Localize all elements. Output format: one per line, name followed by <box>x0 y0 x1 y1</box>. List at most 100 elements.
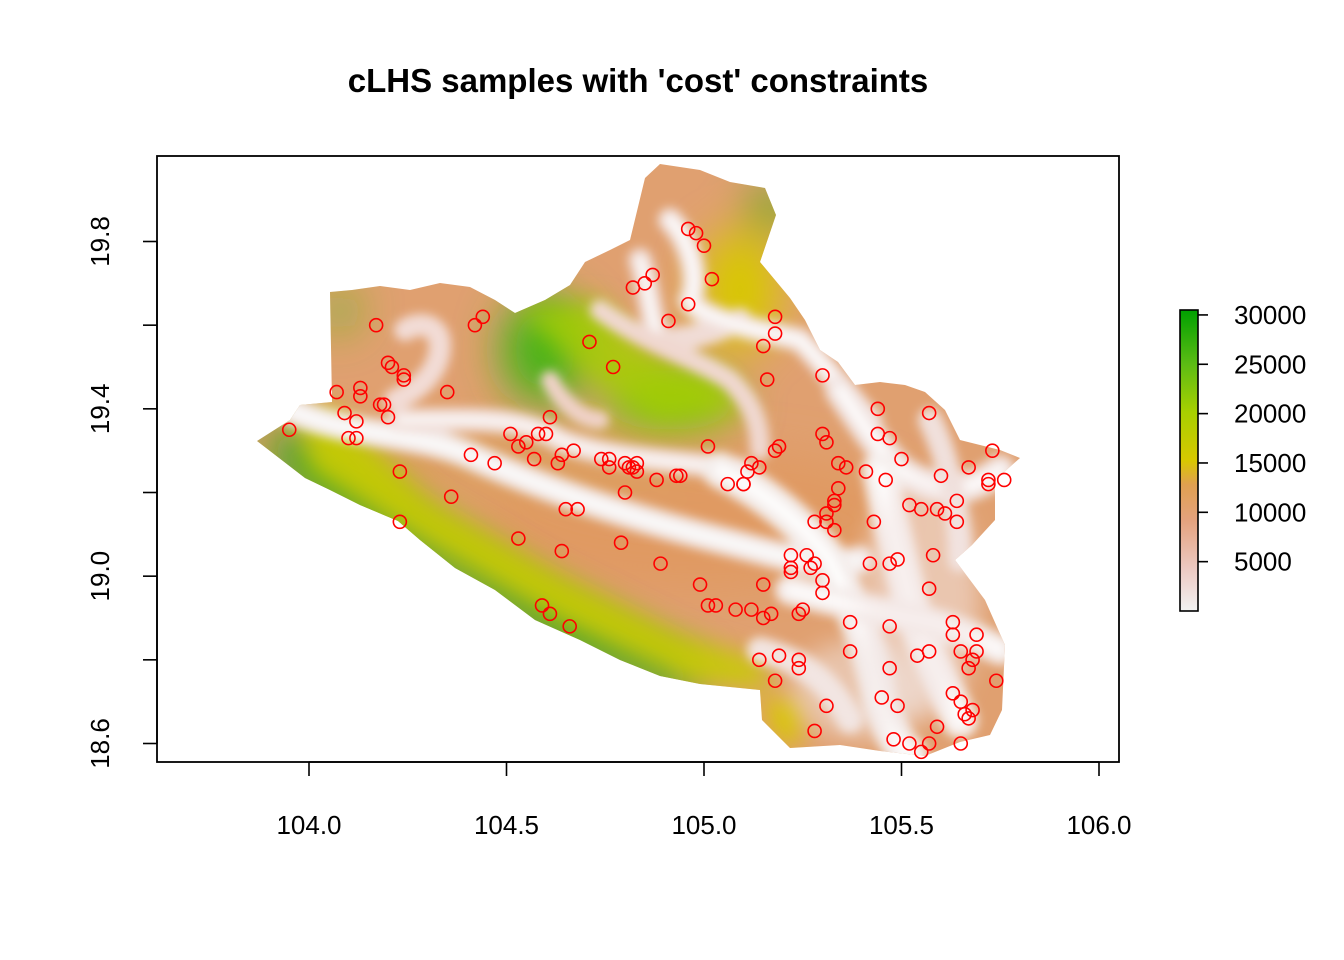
sample-point <box>384 359 400 375</box>
sample-point <box>838 460 854 475</box>
y-tick-label: 19.8 <box>85 216 115 267</box>
sample-point <box>921 405 937 421</box>
sample-point <box>755 577 771 592</box>
sample-point <box>349 414 364 429</box>
sample-point <box>830 455 846 471</box>
sample-point <box>767 443 783 458</box>
sample-point <box>653 556 668 571</box>
sample-point <box>819 514 834 530</box>
sample-point <box>617 455 633 471</box>
sample-point <box>463 447 479 463</box>
sample-point <box>981 476 996 492</box>
sample-point <box>996 472 1012 488</box>
sample-point <box>945 627 961 643</box>
legend-tick-label: 5000 <box>1234 547 1292 577</box>
sample-point <box>601 460 617 475</box>
legend-colorbar <box>1179 309 1199 612</box>
plot-title: cLHS samples with 'cost' constraints <box>348 62 929 99</box>
x-tick-label: 104.0 <box>276 810 341 840</box>
sample-point <box>862 556 878 571</box>
sample-point <box>526 451 542 467</box>
sample-point <box>629 455 645 471</box>
x-tick-label: 105.5 <box>869 810 934 840</box>
sample-point <box>281 422 297 438</box>
sample-point <box>368 317 384 333</box>
y-tick-label: 18.6 <box>85 718 115 769</box>
sample-point <box>988 673 1004 689</box>
sample-point <box>913 501 929 517</box>
sample-point <box>783 560 799 576</box>
sample-point <box>815 426 830 442</box>
sample-point <box>945 685 961 701</box>
sample-point <box>886 732 901 747</box>
sample-point <box>550 455 566 471</box>
sample-point <box>439 384 455 400</box>
sample-point <box>961 460 976 475</box>
sample-point <box>637 276 653 291</box>
color-legend: 30000 25000 20000 15000 10000 5000 <box>1179 300 1306 612</box>
sample-point <box>680 296 696 312</box>
sample-point <box>554 543 570 559</box>
sample-point <box>913 744 929 760</box>
sample-point <box>443 489 459 504</box>
sample-point <box>969 627 984 643</box>
sample-point <box>349 430 364 446</box>
sample-point <box>953 644 969 659</box>
sample-point <box>878 472 894 488</box>
sample-point <box>329 384 344 400</box>
sample-point <box>380 409 396 425</box>
sample-point <box>570 501 585 517</box>
sample-point <box>605 359 621 375</box>
sample-point <box>949 514 965 530</box>
sample-point <box>558 501 574 517</box>
sample-point <box>953 736 969 751</box>
legend-tick-label: 25000 <box>1234 349 1306 379</box>
sample-point <box>925 547 941 563</box>
sample-point <box>467 317 483 333</box>
sample-point <box>538 426 554 442</box>
sample-point <box>767 673 783 689</box>
sample-point <box>771 648 787 663</box>
sample-point <box>720 476 736 492</box>
sample-point <box>870 401 886 417</box>
sample-point <box>759 372 775 387</box>
sample-point <box>807 514 822 530</box>
sample-point <box>937 506 953 521</box>
sample-point <box>692 577 708 592</box>
sample-point <box>751 652 767 668</box>
sample-point <box>542 409 558 425</box>
legend-tick-label: 10000 <box>1234 497 1306 527</box>
sample-point <box>755 338 771 354</box>
legend-tick-label: 30000 <box>1234 300 1306 330</box>
sample-point <box>392 464 408 479</box>
sample-point <box>830 481 846 496</box>
sample-point <box>981 472 996 488</box>
sample-point <box>921 644 937 659</box>
sample-point <box>629 464 645 479</box>
sample-point <box>890 698 905 714</box>
sample-point <box>372 397 388 412</box>
sample-point <box>728 602 743 617</box>
sample-point <box>819 506 834 521</box>
sample-point <box>815 368 830 383</box>
sample-point <box>353 388 368 404</box>
sample-point <box>392 514 408 530</box>
sample-point <box>744 455 759 471</box>
sample-point <box>704 271 720 287</box>
sample-point <box>961 711 976 726</box>
sample-points <box>281 221 1012 760</box>
sample-point <box>672 468 688 484</box>
sample-point <box>827 522 842 538</box>
sample-point <box>985 443 1000 458</box>
sample-point <box>700 598 716 613</box>
sample-point <box>807 723 822 739</box>
sample-point <box>542 606 558 622</box>
sample-point <box>819 698 834 714</box>
sample-point <box>894 451 909 467</box>
sample-point <box>803 560 818 576</box>
sample-point <box>487 455 502 471</box>
sample-point <box>511 439 526 454</box>
sample-point <box>341 430 356 446</box>
sample-point <box>929 719 945 735</box>
